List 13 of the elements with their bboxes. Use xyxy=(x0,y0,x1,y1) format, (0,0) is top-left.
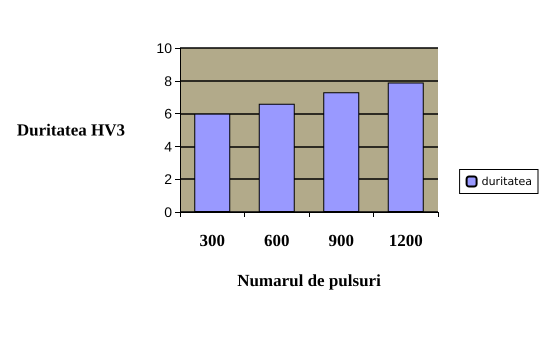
y-tick-label: 10 xyxy=(156,40,172,56)
y-tick-label: 4 xyxy=(164,138,172,154)
x-tick-label: 600 xyxy=(264,231,290,250)
x-tick-label: 300 xyxy=(200,231,225,250)
y-axis-title: Duritatea HV3 xyxy=(16,120,125,140)
y-tick-label: 2 xyxy=(164,171,172,188)
y-tick-label: 8 xyxy=(164,72,172,89)
y-tick-label: 6 xyxy=(164,106,172,122)
x-tick-label: 900 xyxy=(328,231,354,250)
x-tick-label: 1200 xyxy=(388,231,423,250)
legend-label: duritatea xyxy=(482,175,532,188)
x-axis-title: Numarul de pulsuri xyxy=(237,271,382,290)
y-tick-label: 0 xyxy=(164,204,172,220)
